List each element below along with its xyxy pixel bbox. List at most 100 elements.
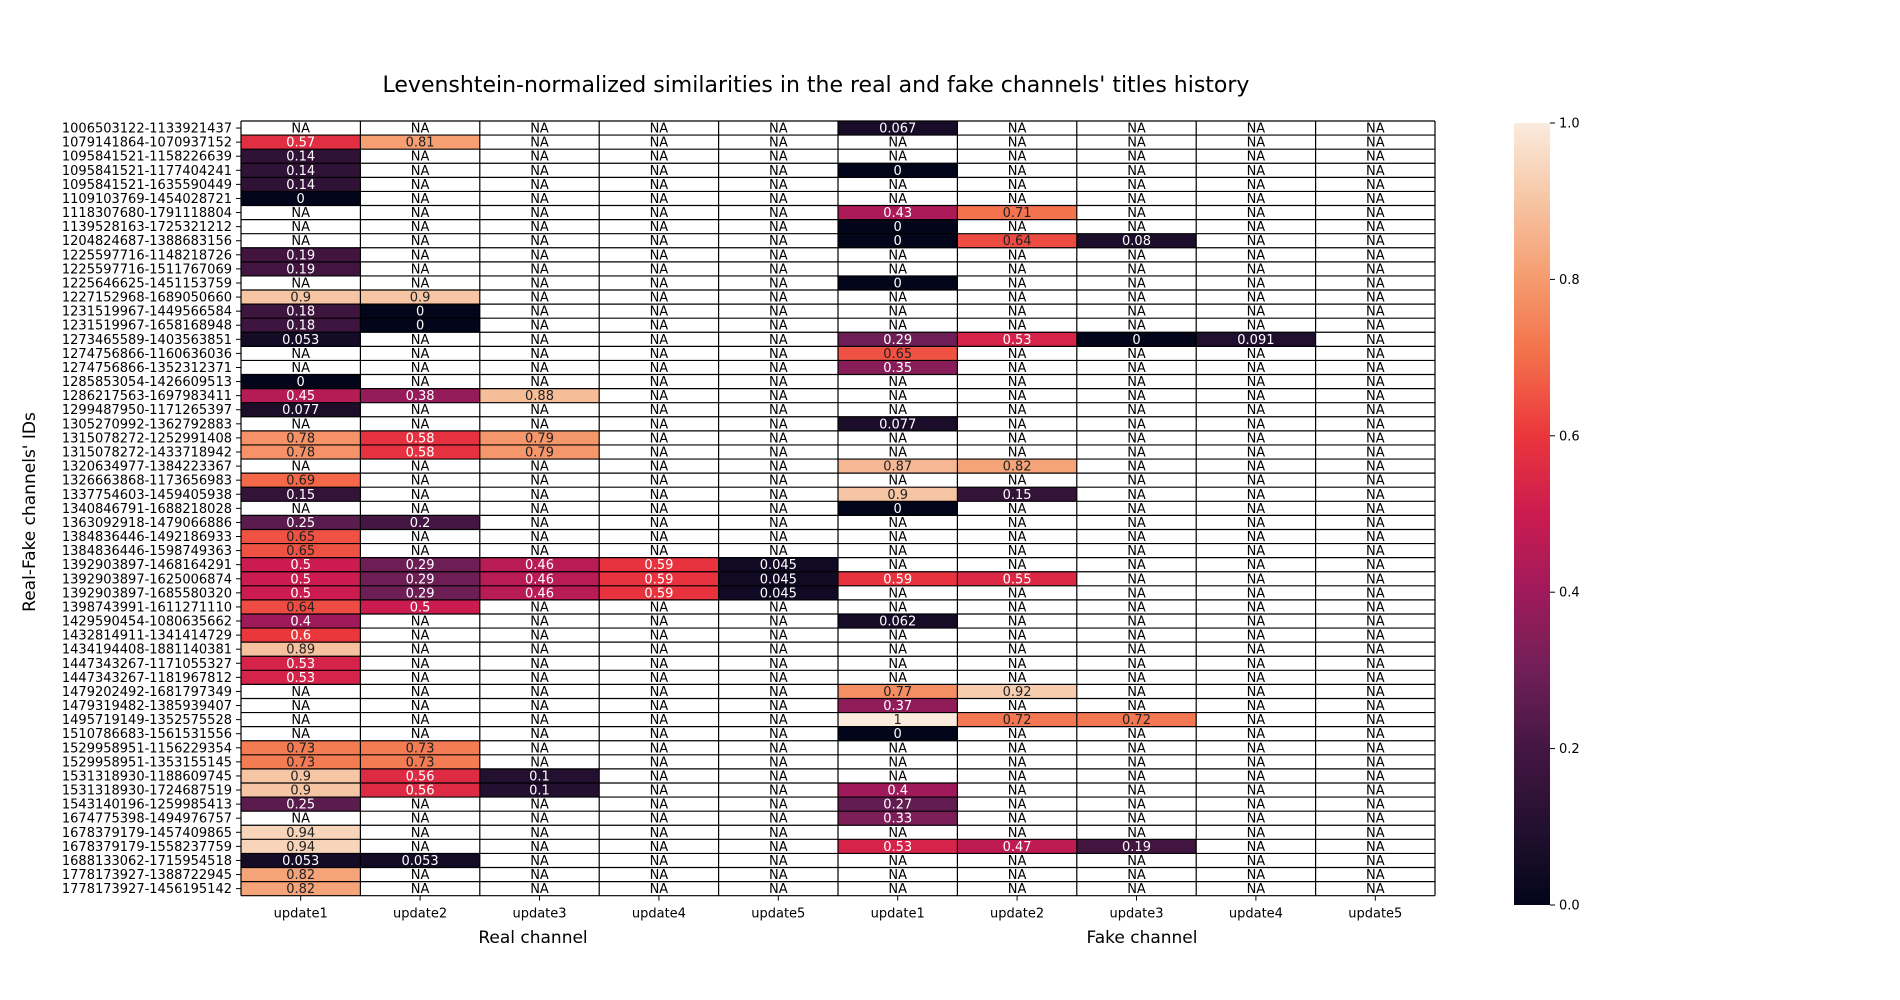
heatmap-cell-empty [838,881,958,896]
heatmap-cell-empty [1315,811,1435,826]
cell-label: 0.25 [286,798,315,813]
heatmap-cell-empty [479,825,600,840]
cell-label: NA [1366,431,1385,446]
heatmap-cell-empty [1076,740,1197,755]
heatmap-cell-empty [479,797,600,812]
cell-label: NA [1247,122,1266,137]
cell-label: NA [1247,164,1266,179]
heatmap-cell-empty [1196,839,1316,854]
heatmap-cell-empty [360,698,480,713]
heatmap-cell-empty [1196,416,1316,431]
cell-label: NA [1127,262,1146,277]
heatmap-cell-empty [957,557,1077,572]
heatmap-cell-empty [718,402,838,417]
cell-label: NA [1247,530,1266,545]
cell-label: 0.091 [1237,333,1274,348]
cell-label: NA [769,136,788,151]
cell-label: 0 [416,305,424,320]
heatmap-cell-empty [599,374,719,389]
cell-label: NA [1127,727,1146,742]
heatmap-cell-empty [1076,149,1197,164]
heatmap-cell-empty [1196,811,1316,826]
heatmap-cell-empty [1315,543,1435,558]
cell-label: NA [888,192,907,207]
cell-label: 0.65 [883,347,912,362]
heatmap-cell-empty [957,290,1077,305]
cell-label: NA [1127,417,1146,432]
cell-label: NA [769,417,788,432]
cell-label: 0.4 [887,784,908,799]
heatmap-cell [360,740,480,755]
heatmap-cell-empty [360,346,480,361]
heatmap-cell-empty [241,121,361,136]
cell-label: 0.46 [525,586,554,601]
cell-label: 0.14 [286,164,315,179]
heatmap-cell-empty [1315,599,1435,614]
cell-label: NA [1127,784,1146,799]
cell-label: NA [888,657,907,672]
heatmap-cell-empty [718,698,838,713]
cell-label: NA [1127,319,1146,334]
heatmap-cell-empty [479,135,600,150]
cell-label: NA [1247,629,1266,644]
heatmap-cell-empty [957,853,1077,868]
heatmap-cell-empty [241,275,361,291]
y-tick-label: 1227152968-1689050660 [62,291,232,306]
cell-label: 0.71 [1003,206,1032,221]
heatmap-cell-empty [1315,782,1435,798]
cell-label: NA [530,516,549,531]
cell-label: 0 [894,164,902,179]
cell-label: NA [1247,558,1266,573]
y-tick-label: 1529958951-1353155145 [62,755,232,770]
cell-label: NA [650,530,669,545]
cell-label: NA [888,136,907,151]
cell-label: NA [1247,643,1266,658]
y-tick-label: 1429590454-1080635662 [62,615,232,630]
cell-label: NA [650,643,669,658]
y-tick-label: 1109103769-1454028721 [62,192,232,207]
cell-label: 0.73 [286,755,315,770]
heatmap-cell-empty [718,543,838,558]
cell-label: NA [888,826,907,841]
cell-label: NA [650,136,669,151]
heatmap-cell-empty [1315,825,1435,840]
cell-label: NA [888,389,907,404]
heatmap-cell-empty [1315,149,1435,164]
heatmap-cell-empty [1315,275,1435,291]
heatmap-cell-empty [1196,684,1316,699]
cell-label: NA [650,291,669,306]
heatmap-cell-empty [1196,430,1316,445]
cell-label: 0.19 [286,248,315,263]
colorbar: 0.0 0.2 0.4 0.6 0.8 1.0 [1514,117,1580,914]
cell-label: NA [1127,136,1146,151]
heatmap-cell-empty [1196,740,1316,755]
heatmap-cell-empty [599,754,719,769]
cell-label: NA [769,629,788,644]
cell-label: 0.82 [286,868,315,883]
cell-label: NA [1366,516,1385,531]
heatmap-cell [479,430,600,445]
heatmap-cell [838,811,958,826]
heatmap-cell-empty [479,416,600,431]
cell-label: NA [1008,854,1027,869]
cell-label: NA [1008,784,1027,799]
heatmap-cell [241,867,361,882]
cell-label: NA [530,643,549,658]
cell-label: NA [888,150,907,165]
heatmap-cell-empty [1196,712,1316,727]
cell-label: NA [650,502,669,517]
heatmap-cell [957,205,1077,220]
heatmap-cell-empty [360,867,480,882]
cell-label: NA [1366,530,1385,545]
cell-label: NA [1127,122,1146,137]
cell-label: NA [650,234,669,249]
heatmap-cell [241,797,361,812]
cell-label: NA [1127,276,1146,291]
heatmap-cell-empty [1076,444,1197,460]
heatmap-cell [838,782,958,798]
heatmap-cell-empty [360,642,480,657]
cell-label: 0.053 [401,854,438,869]
cell-label: NA [530,713,549,728]
heatmap-cell [479,585,600,600]
heatmap-cell-empty [599,177,719,192]
